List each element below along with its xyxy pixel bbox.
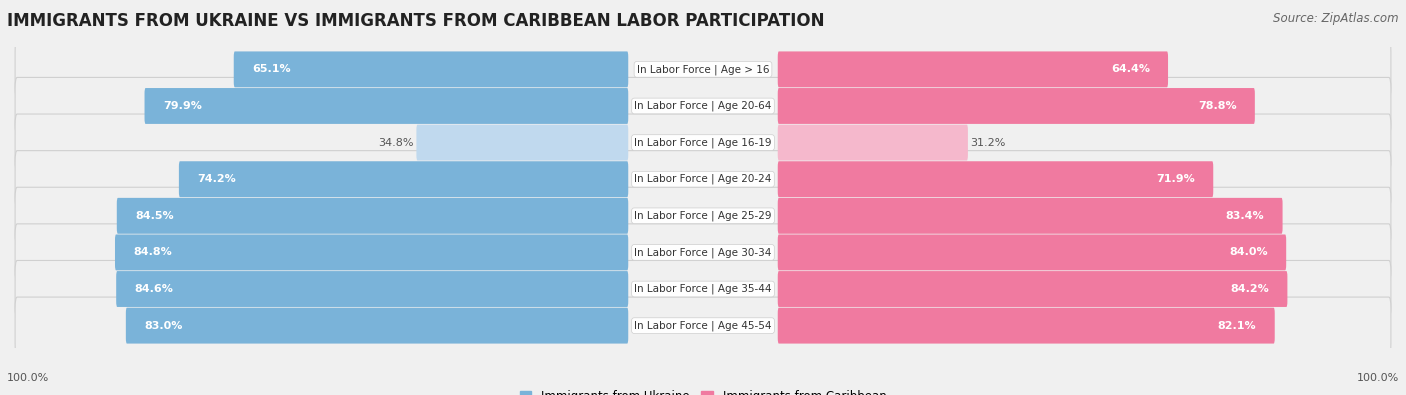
- Text: In Labor Force | Age 45-54: In Labor Force | Age 45-54: [634, 320, 772, 331]
- FancyBboxPatch shape: [15, 41, 1391, 98]
- Text: 84.0%: 84.0%: [1229, 247, 1268, 258]
- Legend: Immigrants from Ukraine, Immigrants from Caribbean: Immigrants from Ukraine, Immigrants from…: [515, 385, 891, 395]
- FancyBboxPatch shape: [117, 271, 628, 307]
- FancyBboxPatch shape: [233, 51, 628, 87]
- FancyBboxPatch shape: [778, 271, 1288, 307]
- Text: In Labor Force | Age 16-19: In Labor Force | Age 16-19: [634, 137, 772, 148]
- Text: 31.2%: 31.2%: [970, 137, 1005, 148]
- Text: 71.9%: 71.9%: [1156, 174, 1195, 184]
- FancyBboxPatch shape: [778, 88, 1254, 124]
- Text: 82.1%: 82.1%: [1218, 321, 1257, 331]
- Text: 74.2%: 74.2%: [197, 174, 236, 184]
- FancyBboxPatch shape: [778, 51, 1168, 87]
- Text: 64.4%: 64.4%: [1111, 64, 1150, 74]
- Text: 83.0%: 83.0%: [143, 321, 183, 331]
- Text: In Labor Force | Age 25-29: In Labor Force | Age 25-29: [634, 211, 772, 221]
- Text: 84.6%: 84.6%: [135, 284, 173, 294]
- FancyBboxPatch shape: [778, 161, 1213, 197]
- FancyBboxPatch shape: [778, 235, 1286, 270]
- Text: 84.2%: 84.2%: [1230, 284, 1270, 294]
- FancyBboxPatch shape: [15, 297, 1391, 354]
- Text: In Labor Force | Age > 16: In Labor Force | Age > 16: [637, 64, 769, 75]
- FancyBboxPatch shape: [145, 88, 628, 124]
- FancyBboxPatch shape: [117, 198, 628, 234]
- FancyBboxPatch shape: [416, 125, 628, 160]
- FancyBboxPatch shape: [778, 125, 967, 160]
- FancyBboxPatch shape: [115, 235, 628, 270]
- FancyBboxPatch shape: [15, 77, 1391, 135]
- FancyBboxPatch shape: [778, 198, 1282, 234]
- Text: 84.8%: 84.8%: [134, 247, 172, 258]
- FancyBboxPatch shape: [127, 308, 628, 344]
- FancyBboxPatch shape: [15, 187, 1391, 245]
- FancyBboxPatch shape: [778, 308, 1275, 344]
- FancyBboxPatch shape: [15, 150, 1391, 208]
- FancyBboxPatch shape: [15, 224, 1391, 281]
- Text: In Labor Force | Age 20-24: In Labor Force | Age 20-24: [634, 174, 772, 184]
- Text: In Labor Force | Age 35-44: In Labor Force | Age 35-44: [634, 284, 772, 294]
- Text: 83.4%: 83.4%: [1226, 211, 1264, 221]
- Text: IMMIGRANTS FROM UKRAINE VS IMMIGRANTS FROM CARIBBEAN LABOR PARTICIPATION: IMMIGRANTS FROM UKRAINE VS IMMIGRANTS FR…: [7, 12, 824, 30]
- Text: In Labor Force | Age 30-34: In Labor Force | Age 30-34: [634, 247, 772, 258]
- FancyBboxPatch shape: [179, 161, 628, 197]
- Text: 78.8%: 78.8%: [1198, 101, 1237, 111]
- Text: 100.0%: 100.0%: [7, 373, 49, 383]
- Text: In Labor Force | Age 20-64: In Labor Force | Age 20-64: [634, 101, 772, 111]
- Text: 34.8%: 34.8%: [378, 137, 413, 148]
- FancyBboxPatch shape: [15, 260, 1391, 318]
- Text: 84.5%: 84.5%: [135, 211, 174, 221]
- FancyBboxPatch shape: [15, 114, 1391, 171]
- Text: Source: ZipAtlas.com: Source: ZipAtlas.com: [1274, 12, 1399, 25]
- Text: 65.1%: 65.1%: [252, 64, 291, 74]
- Text: 100.0%: 100.0%: [1357, 373, 1399, 383]
- Text: 79.9%: 79.9%: [163, 101, 201, 111]
